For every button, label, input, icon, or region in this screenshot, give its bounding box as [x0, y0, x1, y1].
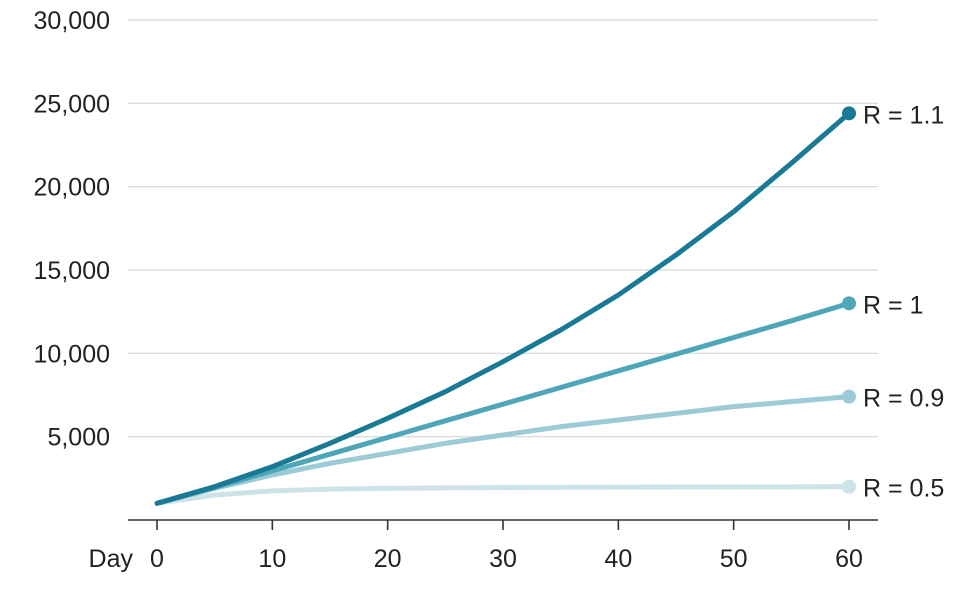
y-tick-label: 25,000 [34, 90, 110, 118]
x-tick-label: 0 [150, 545, 164, 573]
y-tick-label: 20,000 [34, 174, 110, 202]
y-tick-label: 10,000 [34, 340, 110, 368]
x-axis: 0 10 20 30 40 50 60 Day [89, 519, 878, 573]
series-end-markers: R = 1.1 R = 1 R = 0.9 R = 0.5 [842, 101, 944, 503]
series-line [154, 484, 852, 506]
y-tick-label: 30,000 [34, 7, 110, 35]
series-label: R = 1 [863, 291, 923, 319]
series-line [154, 394, 852, 506]
series-end-marker [842, 106, 856, 121]
x-tick-label: 60 [835, 545, 863, 573]
series-end-marker [842, 296, 856, 311]
series-label: R = 0.9 [863, 385, 944, 413]
series-line [154, 110, 852, 506]
x-tick-label: 10 [258, 545, 286, 573]
series-label: R = 1.1 [863, 101, 944, 129]
series-end-marker [842, 389, 856, 404]
gridlines [128, 19, 878, 438]
series-end-marker [842, 479, 856, 494]
y-tick-label: 5,000 [47, 424, 110, 452]
x-tick-label: 30 [489, 545, 517, 573]
x-tick-label: 50 [720, 545, 748, 573]
y-tick-label: 15,000 [34, 257, 110, 285]
x-axis-label: Day [89, 545, 134, 573]
x-tick-label: 40 [604, 545, 632, 573]
series-label: R = 0.5 [863, 475, 944, 503]
series-line [154, 300, 852, 506]
series-lines [154, 110, 852, 506]
y-axis-tick-labels: 5,000 10,000 15,000 20,000 25,000 30,000 [34, 7, 110, 452]
x-tick-label: 20 [374, 545, 402, 573]
